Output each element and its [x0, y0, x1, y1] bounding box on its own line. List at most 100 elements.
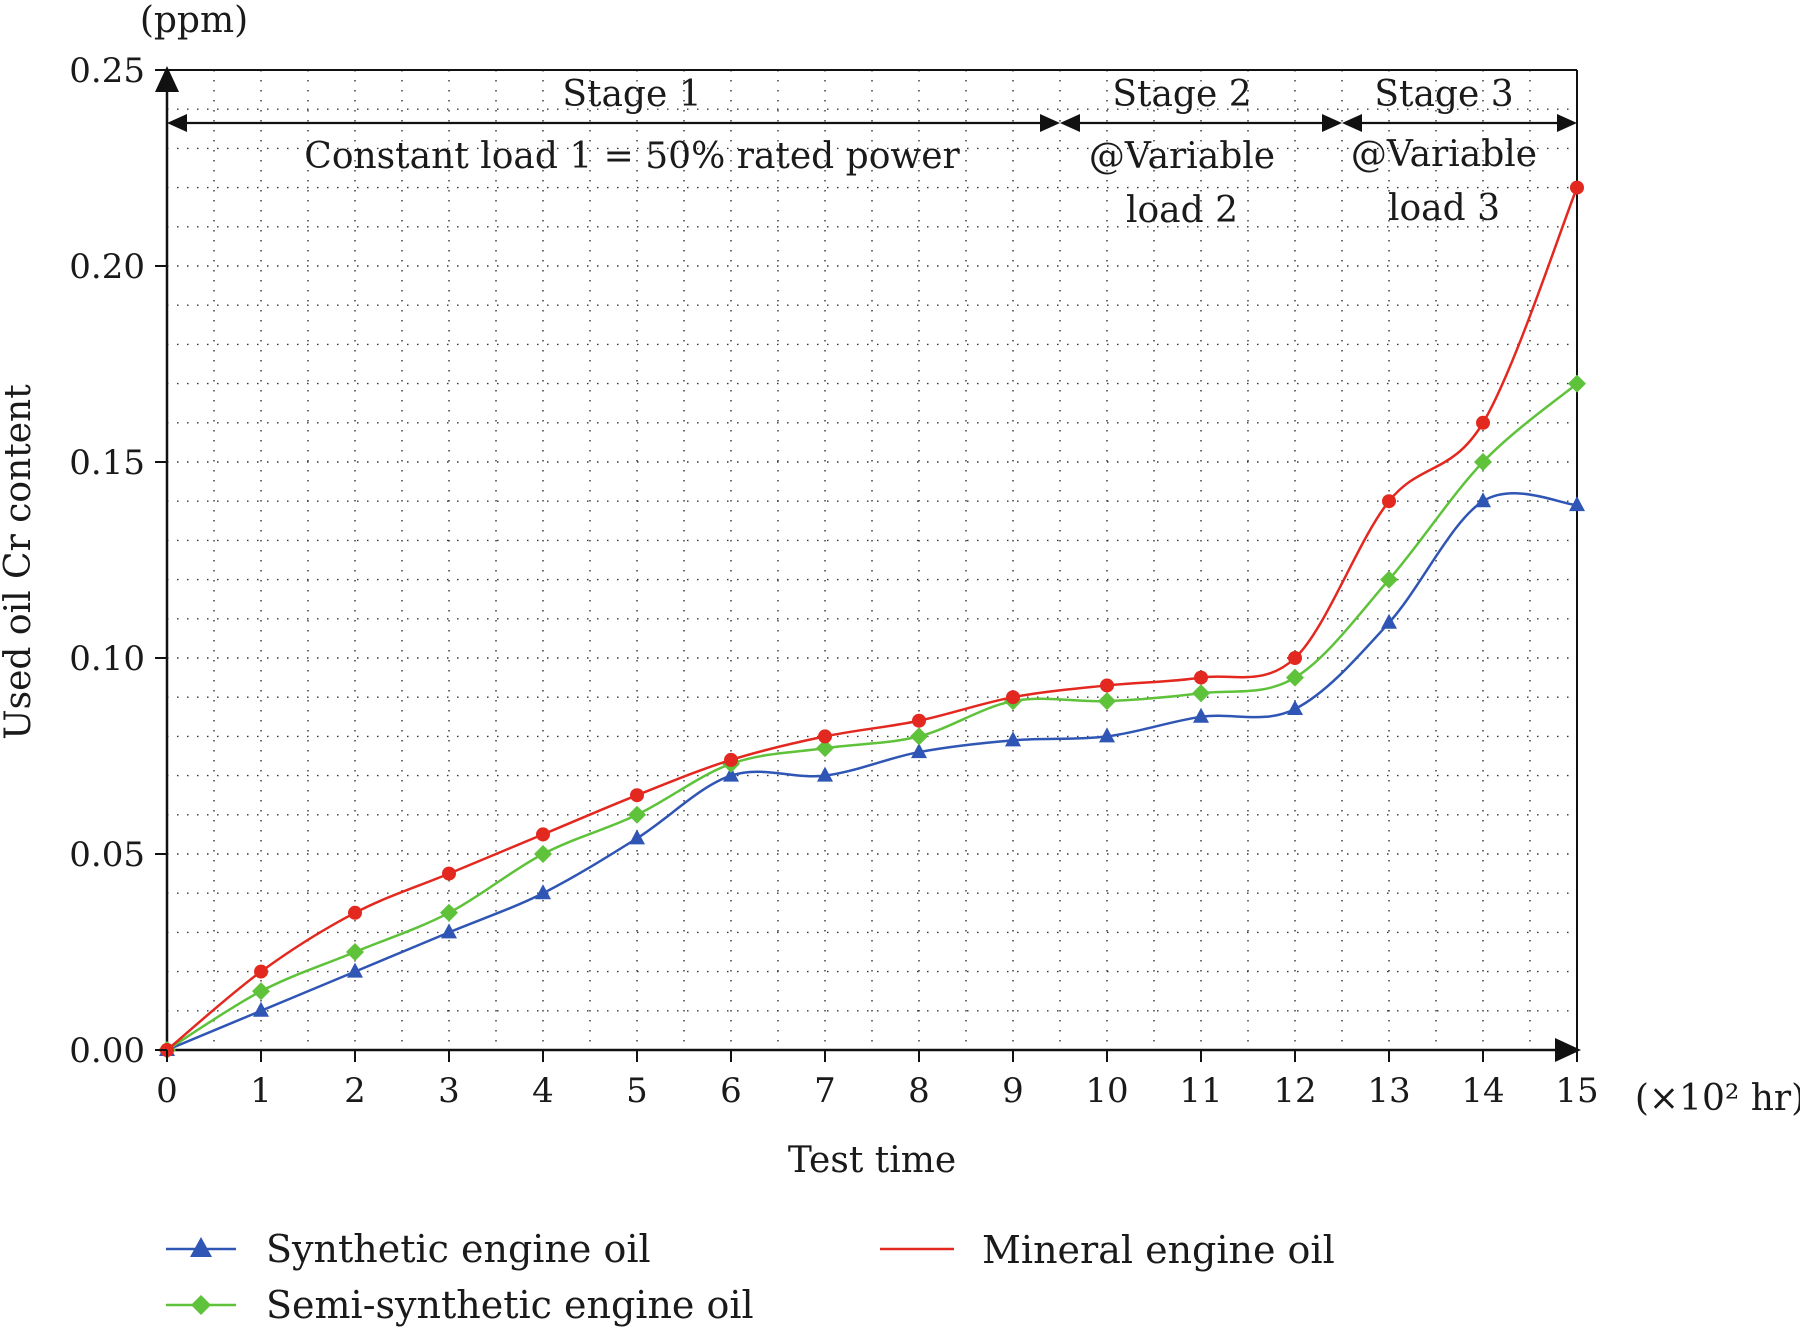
- data-point: [1192, 684, 1210, 703]
- data-point: [252, 982, 270, 1001]
- stage-1-arrow-left: [167, 114, 187, 132]
- x-tick-label: 9: [1002, 1071, 1024, 1111]
- data-point: [1288, 651, 1302, 665]
- x-tick-label: 6: [720, 1071, 742, 1111]
- data-point: [1098, 692, 1116, 711]
- y-tick-label: 0.10: [69, 639, 145, 679]
- stage-2-arrow-right: [1322, 114, 1342, 132]
- y-axis-title: Used oil Cr content: [0, 384, 39, 740]
- y-tick-label: 0.25: [69, 51, 145, 91]
- data-point: [724, 752, 738, 767]
- data-point: [723, 766, 739, 782]
- stage-1-arrow-right: [1040, 114, 1060, 132]
- data-point: [1568, 374, 1586, 393]
- stage-3-label: Stage 3: [1374, 74, 1513, 115]
- data-point: [1382, 494, 1396, 509]
- x-tick-label: 7: [814, 1071, 836, 1111]
- data-point: [818, 729, 832, 744]
- x-tick-label: 13: [1367, 1071, 1410, 1111]
- legend-item-mineral: Mineral engine oil: [880, 1228, 1335, 1272]
- data-point: [346, 943, 364, 961]
- data-point: [912, 713, 926, 728]
- data-point: [534, 845, 552, 863]
- data-point: [1006, 690, 1020, 705]
- data-point: [536, 827, 550, 842]
- grid: [167, 70, 1577, 1050]
- data-point: [1193, 707, 1209, 723]
- x-tick-label: 12: [1273, 1071, 1316, 1111]
- x-tick-label: 0: [156, 1071, 178, 1111]
- y-axis-unit: (ppm): [140, 0, 248, 41]
- series-circle-group: [160, 180, 1584, 1057]
- x-axis-arrow: [1555, 1038, 1581, 1062]
- x-axis-unit: (×10² hr): [1635, 1078, 1800, 1119]
- data-point: [629, 829, 645, 845]
- stage-2-description-line2: load 2: [1126, 190, 1238, 231]
- data-point: [628, 805, 646, 824]
- y-tick-label: 0.20: [69, 247, 145, 287]
- data-point: [1287, 699, 1303, 715]
- x-tick-label: 15: [1555, 1071, 1598, 1111]
- data-point: [1286, 668, 1304, 687]
- data-point: [347, 962, 363, 978]
- series-triangle-group: [159, 492, 1585, 1056]
- legend-label-mineral: Mineral engine oil: [982, 1228, 1335, 1272]
- data-point: [535, 884, 551, 900]
- stage-2-arrow-left: [1060, 114, 1080, 132]
- data-point: [253, 1001, 269, 1017]
- stage-3-arrow-left: [1342, 114, 1362, 132]
- x-tick-label: 1: [250, 1071, 272, 1111]
- stage-1-description: Constant load 1 = 50% rated power: [304, 136, 960, 177]
- data-point: [1100, 678, 1114, 693]
- legend-label-synthetic: Synthetic engine oil: [266, 1227, 651, 1271]
- stage-3-arrow-right: [1557, 114, 1577, 132]
- data-point: [1194, 670, 1208, 685]
- data-point: [1570, 180, 1584, 195]
- series: [158, 180, 1586, 1059]
- legend: Synthetic engine oil Semi-synthetic engi…: [166, 1227, 1335, 1327]
- y-axis-arrow: [155, 66, 179, 92]
- tick-labels: 0 1 2 3 4 5 6 7 8 9 10 11 12 13 14 150.000.050.100.150.…: [69, 51, 1598, 1111]
- stage-2-label: Stage 2: [1112, 74, 1251, 115]
- data-point: [254, 964, 268, 979]
- y-tick-label: 0.05: [69, 835, 145, 875]
- data-point: [440, 903, 458, 922]
- stage-2-description-line1: @Variable: [1089, 136, 1275, 177]
- x-axis-title: Test time: [788, 1140, 956, 1181]
- data-point: [1380, 570, 1398, 589]
- data-point: [348, 905, 362, 920]
- data-point: [1569, 496, 1585, 512]
- y-tick-label: 0.00: [69, 1031, 145, 1071]
- stage-1-label: Stage 1: [562, 74, 701, 115]
- data-point: [910, 727, 928, 746]
- legend-label-semi-synthetic: Semi-synthetic engine oil: [266, 1283, 754, 1327]
- stage-3-description-line2: load 3: [1388, 188, 1500, 229]
- x-tick-label: 5: [626, 1071, 648, 1111]
- legend-item-semi-synthetic: Semi-synthetic engine oil: [166, 1283, 754, 1327]
- x-tick-label: 14: [1461, 1071, 1504, 1111]
- y-tick-label: 0.15: [69, 443, 145, 483]
- data-point: [442, 866, 456, 881]
- data-point: [441, 923, 457, 939]
- stage-3-description-line1: @Variable: [1351, 134, 1537, 175]
- x-tick-label: 8: [908, 1071, 930, 1111]
- x-tick-label: 10: [1085, 1071, 1128, 1111]
- data-point: [1474, 453, 1492, 471]
- data-point: [911, 743, 927, 759]
- series-line: [166, 492, 1578, 1052]
- plot-frame: [155, 66, 1581, 1062]
- data-point: [1476, 415, 1490, 430]
- series-line: [166, 382, 1578, 1052]
- data-point: [1099, 727, 1115, 743]
- stage-annotations: Stage 1 Constant load 1 = 50% rated powe…: [167, 74, 1577, 231]
- series-diamond-group: [158, 374, 1586, 1059]
- data-point: [1005, 731, 1021, 747]
- x-tick-label: 4: [532, 1071, 554, 1111]
- x-tick-label: 3: [438, 1071, 460, 1111]
- data-point: [816, 739, 834, 758]
- legend-item-synthetic: Synthetic engine oil: [166, 1227, 651, 1271]
- data-point: [817, 766, 833, 782]
- x-tick-label: 2: [344, 1071, 366, 1111]
- data-point: [630, 788, 644, 803]
